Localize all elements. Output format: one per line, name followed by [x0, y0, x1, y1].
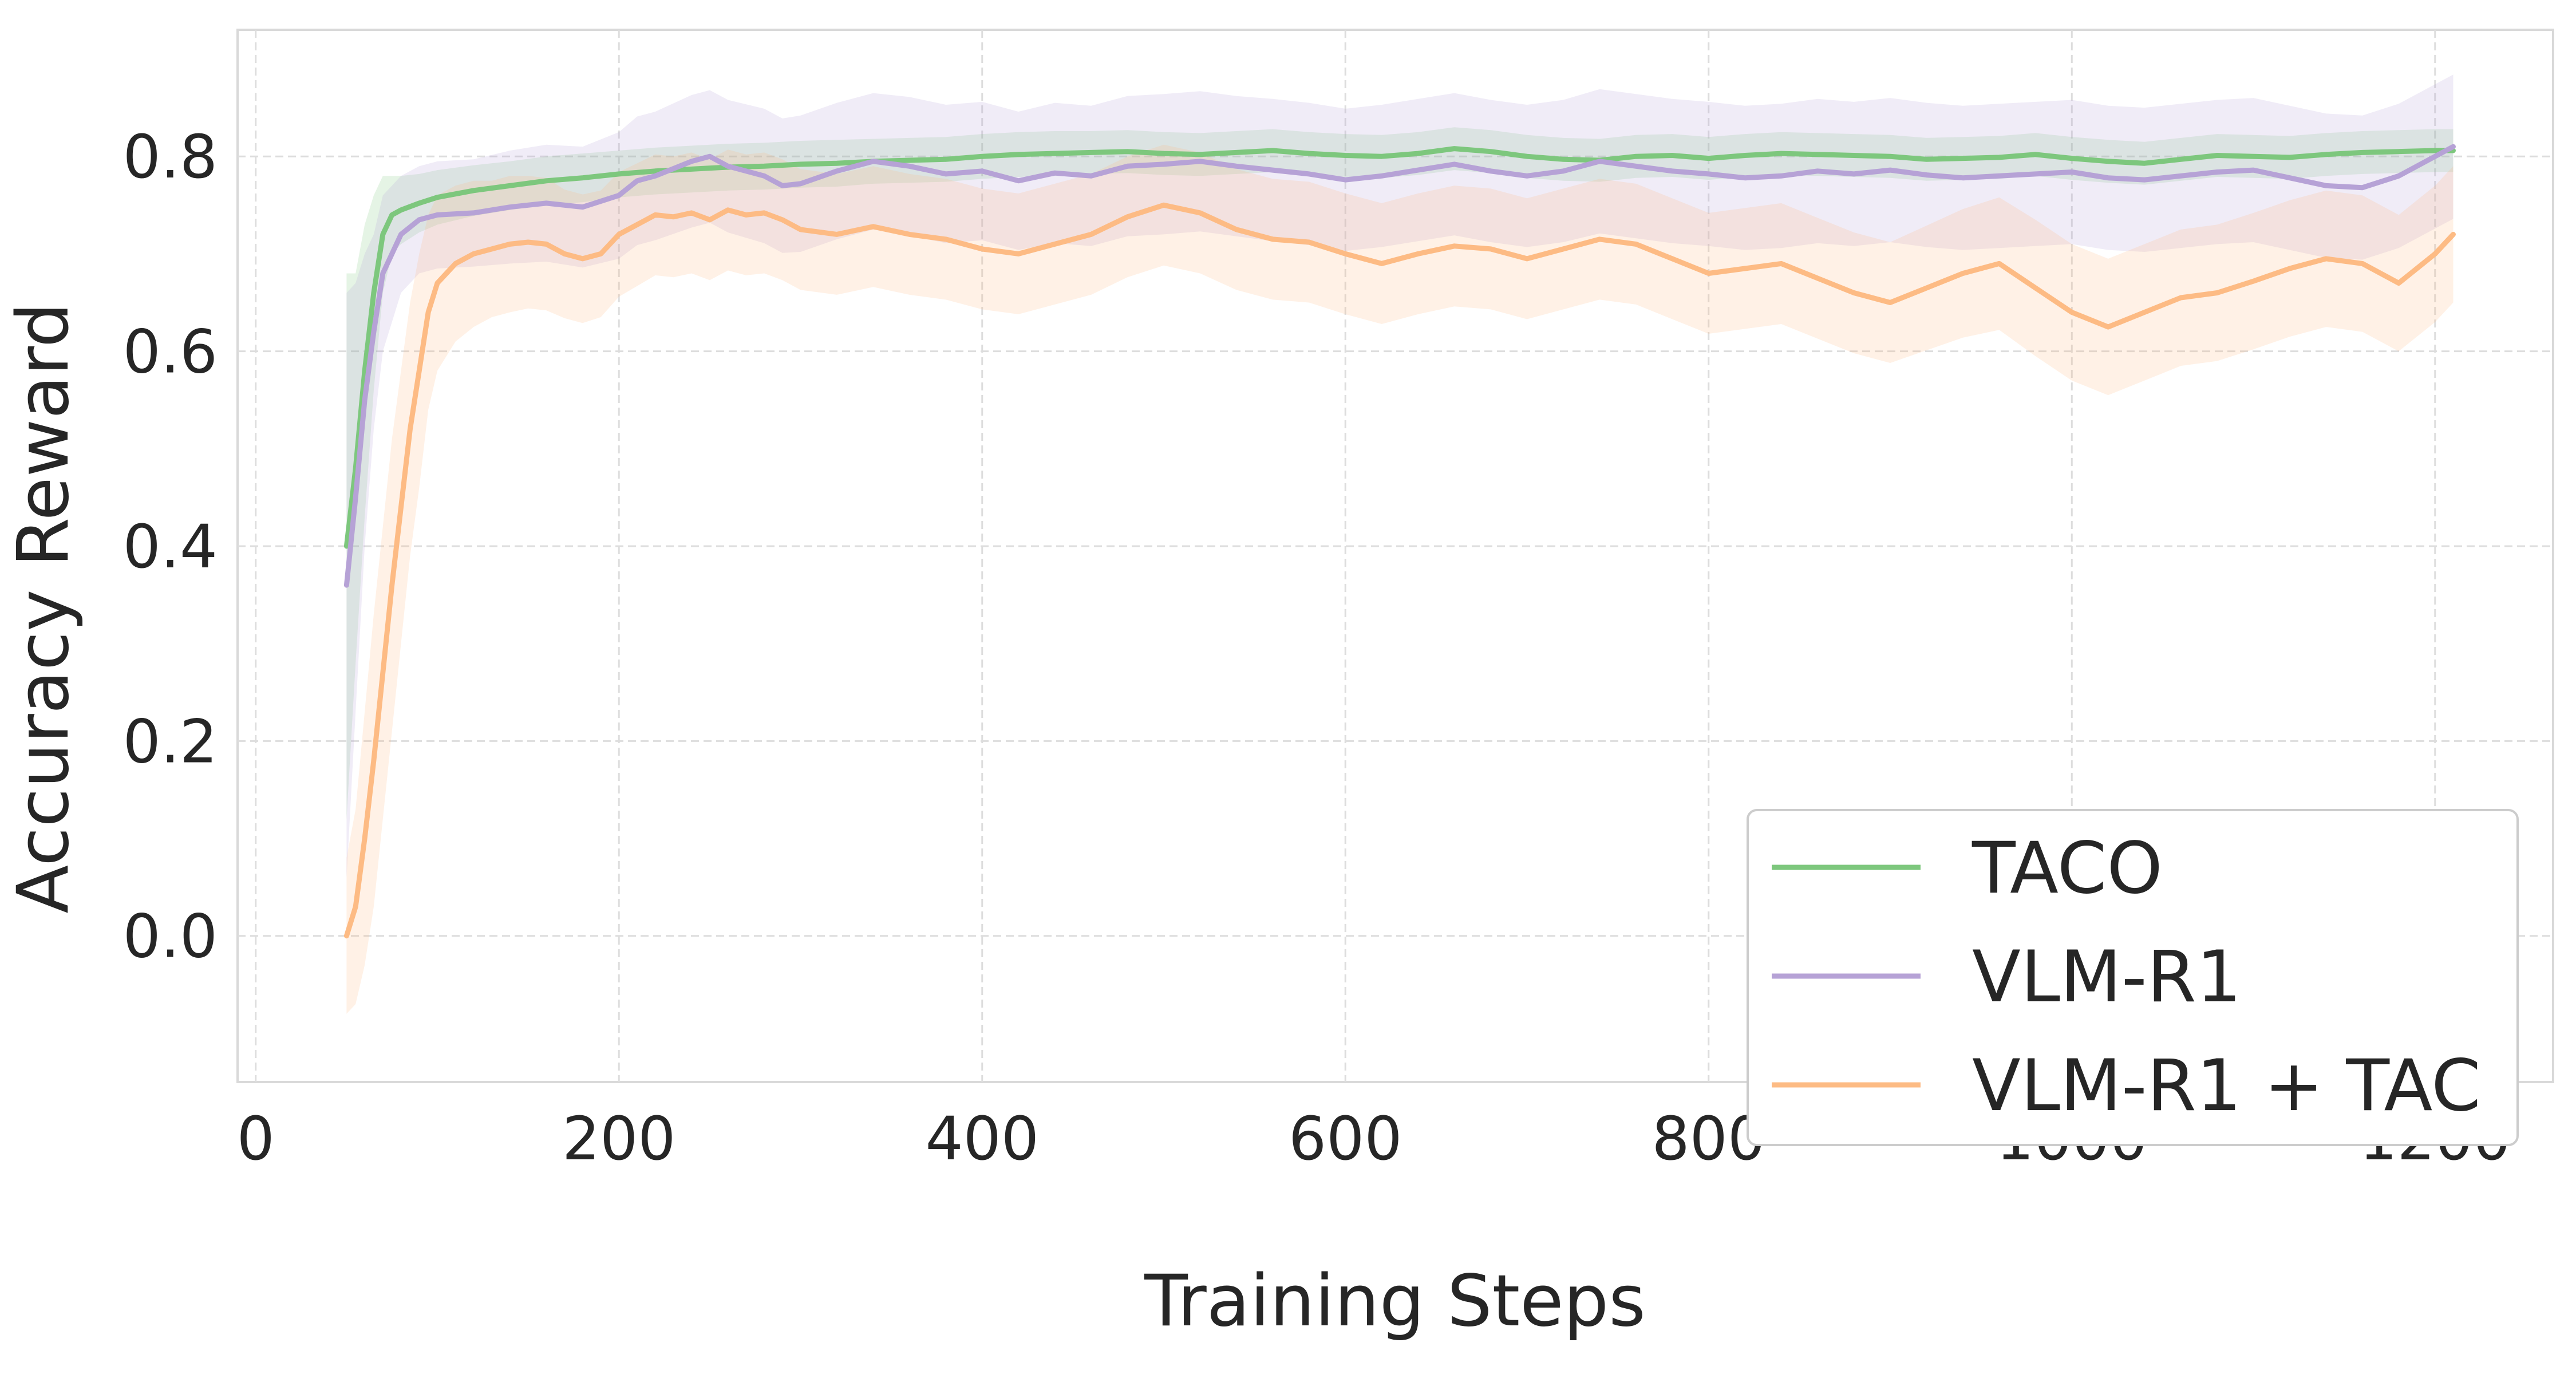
- legend-label: TACO: [1971, 827, 2163, 910]
- x-tick-label: 200: [562, 1104, 676, 1174]
- y-tick-label: 0.0: [123, 902, 218, 972]
- x-tick-label: 800: [1652, 1104, 1766, 1174]
- legend-label: VLM-R1: [1972, 936, 2242, 1018]
- x-tick-label: 0: [237, 1104, 275, 1174]
- confidence-band: [346, 144, 2453, 1014]
- y-tick-label: 0.2: [123, 706, 218, 776]
- legend-label: VLM-R1 + TAC: [1972, 1045, 2481, 1127]
- series-line: [343, 146, 2456, 549]
- y-tick-label: 0.8: [123, 122, 218, 192]
- legend-box: [1747, 809, 2519, 1146]
- x-axis-label: Training Steps: [1144, 1260, 1646, 1343]
- y-axis-ticks: 0.0 0.2 0.4 0.6 0.8: [123, 122, 218, 971]
- legend: TACO VLM-R1 VLM-R1 + TAC: [1747, 809, 2519, 1146]
- series-line: [343, 144, 2456, 588]
- y-tick-label: 0.6: [123, 317, 218, 387]
- confidence-band: [346, 127, 2453, 819]
- y-axis-label: Accuracy Reward: [2, 302, 85, 913]
- x-tick-label: 400: [925, 1104, 1039, 1174]
- x-tick-label: 600: [1289, 1104, 1402, 1174]
- series-line: [343, 202, 2456, 939]
- series-lines: [343, 144, 2456, 939]
- y-tick-label: 0.4: [123, 512, 218, 582]
